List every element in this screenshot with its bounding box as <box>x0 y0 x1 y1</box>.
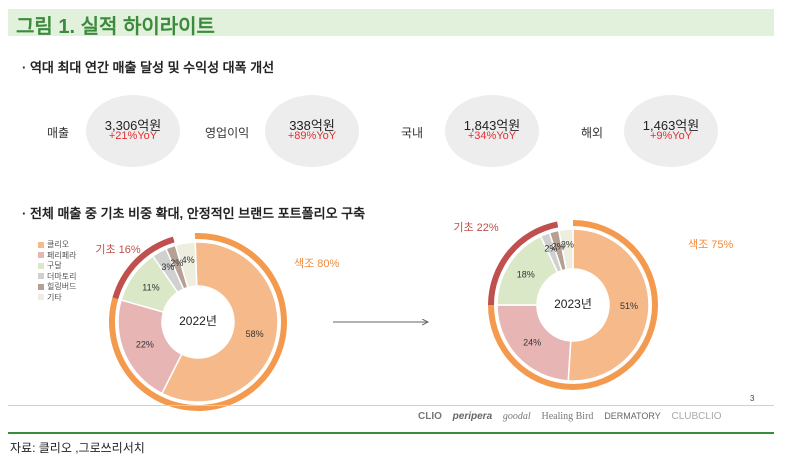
kpi-yoy-domestic: +34%YoY <box>467 130 517 142</box>
kpi-yoy-operating-profit: +89%YoY <box>287 130 337 142</box>
kpi-circle-overseas: 1,463억원 +9%YoY <box>624 95 718 167</box>
section-heading-portfolio: · 전체 매출 중 기초 비중 확대, 안정적인 브랜드 포트폴리오 구축 <box>22 206 366 221</box>
legend-label: 클리오 <box>47 240 70 249</box>
kpi-yoy-overseas: +9%YoY <box>649 130 693 142</box>
kpi-value-operating-profit: 338억원 <box>289 118 335 133</box>
kpi-value-sales: 3,306억원 <box>104 118 162 133</box>
legend-item-healingbird: 힐링버드 <box>38 282 76 293</box>
footer-divider <box>8 405 774 406</box>
kpi-label-domestic: 국내 <box>401 126 424 140</box>
kpi-value-domestic: 1,843억원 <box>463 118 521 133</box>
slice-label-1-4: 2% <box>552 241 565 251</box>
outer-ring-skincare-1 <box>488 221 559 305</box>
legend-label: 더마토리 <box>47 271 77 281</box>
kpi-value-overseas: 1,463억원 <box>642 118 700 133</box>
slice-label-0-3: 3% <box>161 262 174 272</box>
legend-item-goodal: 구달 <box>38 261 76 272</box>
kpi-label-sales: 매출 <box>47 126 70 140</box>
donut-slice-0-5 <box>174 241 198 289</box>
slice-label-1-2: 18% <box>517 269 535 279</box>
brand-logo-healing-bird: Healing Bird <box>541 411 594 422</box>
donut-center-label-0: 2022년 <box>179 314 217 328</box>
slice-label-1-1: 24% <box>523 338 541 348</box>
legend-swatch <box>38 294 44 301</box>
brand-logo-goodal: goodal <box>502 411 531 422</box>
legend-item-peripera: 페리페라 <box>38 251 76 262</box>
group-label-color-cosmetics-0: 색조 80% <box>294 257 340 270</box>
legend-swatch <box>38 262 44 269</box>
slice-label-0-4: 2% <box>170 258 183 268</box>
brand-logo-peripera: peripera <box>452 411 493 422</box>
brand-logo-clio: CLIO <box>418 411 442 422</box>
legend-label: 힐링버드 <box>47 282 77 291</box>
donut-slice-0-0 <box>160 241 279 403</box>
kpi-circle-operating-profit: 338억원 +89%YoY <box>265 95 359 167</box>
legend-swatch <box>38 241 44 248</box>
slice-label-0-1: 22% <box>136 340 154 350</box>
kpi-label-overseas: 해외 <box>581 126 604 140</box>
section-heading-kpi: · 역대 최대 연간 매출 달성 및 수익성 대폭 개선 <box>22 60 275 75</box>
slice-label-1-5: 3% <box>561 240 574 250</box>
figure-title: 그림 1. 실적 하이라이트 <box>16 16 215 38</box>
group-label-skincare-1: 기초 22% <box>453 221 499 234</box>
page-number: 3 <box>750 394 755 403</box>
slice-label-1-0: 51% <box>620 301 638 311</box>
kpi-yoy-sales: +21%YoY <box>108 130 158 142</box>
legend-label: 구달 <box>47 261 62 270</box>
outer-ring-skincare-0 <box>112 236 175 300</box>
donut-slice-1-1 <box>496 304 572 382</box>
legend-label: 기타 <box>47 292 62 302</box>
source-divider <box>8 432 774 434</box>
legend-swatch <box>38 283 44 290</box>
source-note: 자료: 클리오 ,그로쓰리서치 <box>10 441 145 455</box>
legend-item-dermatory: 더마토리 <box>38 272 76 283</box>
group-label-color-cosmetics-1: 색조 75% <box>688 238 734 251</box>
slice-label-0-0: 58% <box>246 329 264 339</box>
donut-slice-0-1 <box>117 299 183 395</box>
figure-title-bar: 그림 1. 실적 하이라이트 <box>8 9 774 38</box>
legend-item-etc: 기타 <box>38 293 76 304</box>
chart-legend: 클리오 페리페라 구달 더마토리 힐링버드 기타 <box>38 240 76 303</box>
legend-item-clio: 클리오 <box>38 240 76 251</box>
brand-logo-clubclio: CLUBCLIO <box>671 411 722 422</box>
group-label-skincare-0: 기초 16% <box>95 243 141 256</box>
kpi-circle-domestic: 1,843억원 +34%YoY <box>445 95 539 167</box>
donut-slice-1-0 <box>567 228 650 382</box>
legend-swatch <box>38 252 44 259</box>
donut-center-label-1: 2023년 <box>554 297 592 311</box>
kpi-circle-sales: 3,306억원 +21%YoY <box>86 95 180 167</box>
legend-label: 페리페라 <box>47 250 77 260</box>
kpi-label-operating-profit: 영업이익 <box>205 126 250 140</box>
slice-label-0-5: 4% <box>182 255 195 265</box>
donut-slice-1-5 <box>557 228 574 271</box>
slice-label-1-3: 2% <box>544 244 557 254</box>
brand-logo-dermatory: DERMATORY <box>604 411 661 421</box>
legend-swatch <box>38 273 44 280</box>
slice-label-0-2: 11% <box>142 282 159 292</box>
brand-logos: CLIO peripera goodal Healing Bird DERMAT… <box>418 411 730 422</box>
